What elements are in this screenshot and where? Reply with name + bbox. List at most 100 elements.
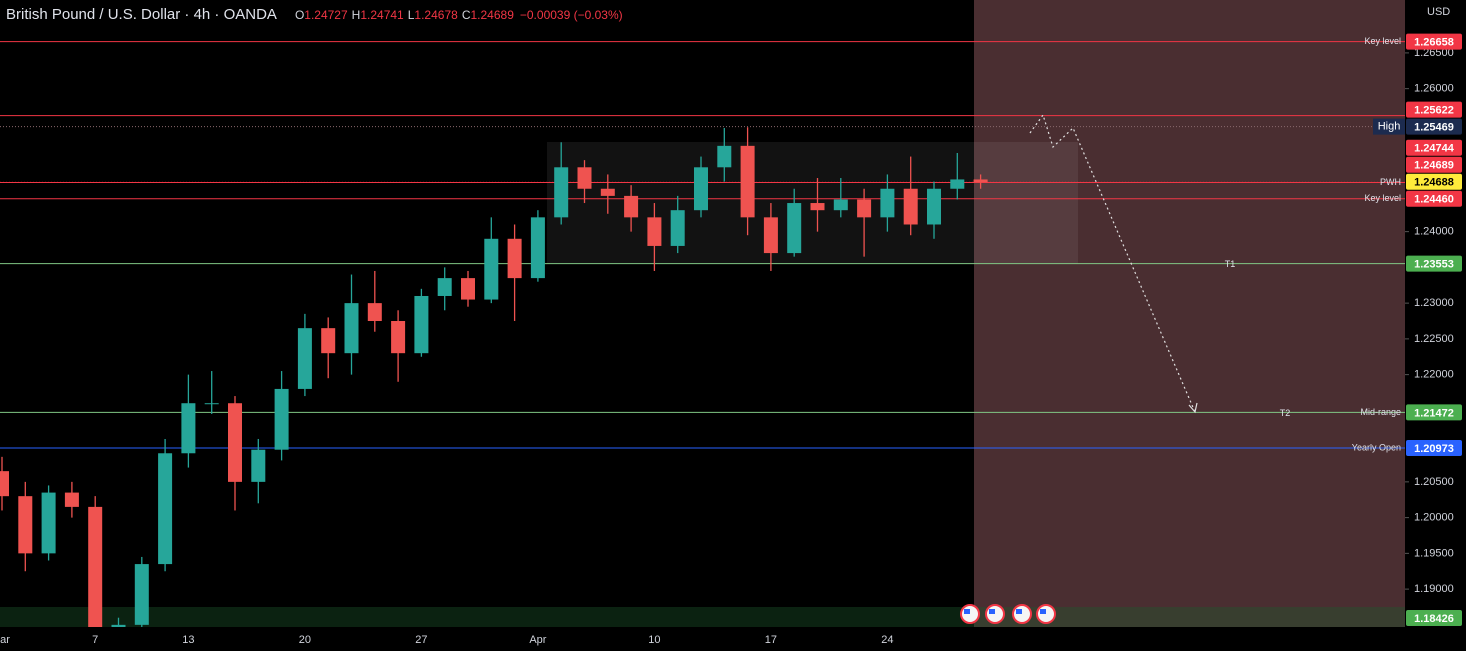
- ohlc-key: H: [351, 8, 361, 22]
- candle-body: [64, 492, 79, 507]
- y-tick-label: 1.26000: [1414, 83, 1454, 95]
- ohlc-key: O: [294, 8, 305, 22]
- y-tick-label: 1.19500: [1414, 547, 1454, 559]
- candle-body: [367, 303, 382, 322]
- price-tag-label: 1.24688: [1414, 177, 1454, 189]
- candle-body: [787, 203, 802, 254]
- price-tag: [1406, 101, 1462, 118]
- x-tick-label: Apr: [529, 634, 546, 646]
- price-tag: [1406, 139, 1462, 156]
- price-tag-label: 1.21472: [1414, 407, 1454, 419]
- level-label: Key level: [1364, 36, 1401, 46]
- candle-body: [670, 210, 685, 246]
- y-tick-label: 1.23000: [1414, 297, 1454, 309]
- candle-body: [927, 188, 941, 225]
- flag[interactable]: [1012, 604, 1032, 624]
- projection-arrow: [1188, 402, 1198, 414]
- candle-body: [647, 217, 662, 246]
- candle-body: [577, 167, 592, 189]
- ohlc-value: 1.24689: [470, 8, 514, 22]
- candle-body: [204, 403, 219, 405]
- y-tick-label: 1.19000: [1414, 583, 1454, 595]
- level-label: High: [1378, 121, 1401, 133]
- projection-zone: [974, 0, 1405, 627]
- y-tick-label: 1.24000: [1414, 226, 1454, 238]
- ohlc: O1.24727 H1.24741 L1.24678 C1.24689 −0.00039…: [291, 8, 623, 22]
- candle-body: [134, 564, 149, 625]
- candle-body: [88, 506, 103, 627]
- currency: USD: [1427, 6, 1450, 18]
- x-tick-label: 13: [182, 634, 194, 646]
- candle-body: [950, 179, 965, 189]
- ohlc-value: 1.24727: [304, 8, 348, 22]
- candle-body: [694, 167, 708, 211]
- candle-body: [461, 278, 475, 300]
- price-tag: [1406, 255, 1462, 272]
- y-tick-label: 1.22000: [1414, 369, 1454, 381]
- candle-body: [228, 403, 242, 482]
- candle-body: [391, 321, 406, 354]
- price-tag: [1406, 440, 1462, 457]
- y-tick-label: 1.26500: [1414, 47, 1454, 59]
- candle-body: [437, 278, 452, 296]
- candle-body: [181, 403, 196, 454]
- candle-body: [530, 217, 545, 279]
- ohlc-key: L: [407, 8, 415, 22]
- target-label: T2: [1280, 408, 1291, 418]
- candle-body: [763, 217, 778, 254]
- candle-body: [833, 199, 848, 211]
- axes: 1.26500 1.26000 1.24000 1.23000 1.22500 1.220…: [0, 47, 1454, 646]
- candle-body: [18, 496, 33, 554]
- y-tick-label: 1.20500: [1414, 476, 1454, 488]
- header: British Pound / U.S. Dollar · 4h · OANDA…: [6, 6, 623, 23]
- candle-body: [717, 145, 732, 168]
- level-label: Yearly Open: [1352, 442, 1401, 452]
- candle-body: [321, 328, 336, 354]
- level-label: Mid-range: [1360, 407, 1401, 417]
- x-tick-label: 20: [299, 634, 311, 646]
- candle-body: [111, 624, 126, 627]
- symbol: British Pound / U.S. Dollar · 4h · OANDA: [6, 6, 277, 23]
- candle-body: [414, 295, 429, 354]
- candle-body: [297, 328, 312, 389]
- price-tag-label: 1.26658: [1414, 37, 1454, 49]
- projection-path: [1029, 113, 1196, 413]
- candle-body: [554, 167, 569, 218]
- price-tag-label: 1.20973: [1414, 443, 1454, 455]
- target-label: T1: [1225, 259, 1236, 269]
- ohlc-value: 1.24678: [414, 8, 458, 22]
- candle-body: [624, 195, 639, 218]
- change: −0.00039 (−0.03%): [519, 8, 623, 22]
- x-tick-label: 27: [415, 634, 427, 646]
- price-tag-label: 1.23553: [1414, 259, 1454, 271]
- candle-body: [274, 388, 289, 450]
- event-flags: [960, 604, 1056, 624]
- price-tag: [1406, 156, 1462, 173]
- x-tick-label: 24: [881, 634, 893, 646]
- ohlc-key: C: [461, 8, 471, 22]
- candle-body: [251, 449, 266, 482]
- price-tag: [1406, 404, 1462, 421]
- flag[interactable]: [1036, 604, 1056, 624]
- x-tick-label: 10: [648, 634, 660, 646]
- price-tag-label: 1.24744: [1414, 143, 1455, 155]
- price-tag-label: 1.24460: [1414, 194, 1454, 206]
- demand-zone: [0, 607, 1405, 627]
- candle-body: [880, 188, 895, 218]
- price-tag-label: 1.25622: [1414, 105, 1454, 117]
- candle-body: [740, 145, 755, 218]
- candle-body: [344, 303, 359, 354]
- ohlc-value: 1.24741: [360, 8, 404, 22]
- x-tick-label: ar: [0, 634, 10, 646]
- candles: [0, 127, 988, 627]
- price-tag: [1406, 190, 1462, 207]
- flag[interactable]: [985, 604, 1005, 624]
- price-tag-label: 1.25469: [1414, 122, 1454, 134]
- price-tag-label: 1.24689: [1414, 160, 1454, 172]
- candle-body: [903, 188, 918, 225]
- candle-body: [810, 203, 825, 211]
- candle-body: [507, 238, 522, 279]
- flag[interactable]: [960, 604, 980, 624]
